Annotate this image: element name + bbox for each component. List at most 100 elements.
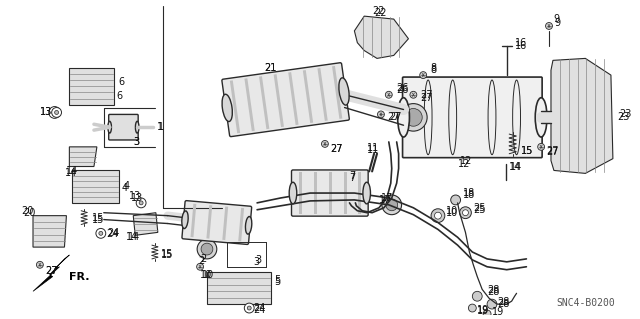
Text: 15: 15 — [520, 146, 533, 156]
Text: 20: 20 — [21, 206, 33, 216]
Ellipse shape — [96, 228, 106, 238]
Text: 1: 1 — [158, 122, 164, 132]
Text: 25: 25 — [474, 205, 486, 215]
FancyBboxPatch shape — [222, 63, 349, 137]
Ellipse shape — [52, 108, 61, 117]
Bar — [288, 72, 298, 125]
Text: 16: 16 — [515, 38, 527, 48]
Ellipse shape — [201, 243, 213, 255]
Text: 27: 27 — [330, 144, 342, 154]
Ellipse shape — [483, 310, 491, 318]
Text: 8: 8 — [430, 65, 436, 75]
Bar — [238, 208, 244, 241]
Text: 4: 4 — [124, 181, 129, 191]
Bar — [259, 76, 269, 129]
Text: 3: 3 — [133, 137, 140, 147]
Ellipse shape — [247, 306, 251, 310]
Ellipse shape — [244, 303, 254, 313]
Ellipse shape — [431, 209, 445, 223]
Text: 4: 4 — [122, 183, 127, 193]
Ellipse shape — [289, 182, 297, 204]
Ellipse shape — [378, 111, 385, 118]
Text: 16: 16 — [515, 41, 527, 51]
Ellipse shape — [49, 107, 61, 118]
Ellipse shape — [535, 98, 547, 137]
Bar — [207, 205, 212, 239]
Ellipse shape — [472, 291, 482, 301]
Text: 28: 28 — [487, 287, 499, 297]
Text: 15: 15 — [92, 215, 104, 225]
Text: 24: 24 — [107, 229, 119, 239]
Text: 24: 24 — [253, 305, 266, 315]
Ellipse shape — [321, 140, 328, 147]
Text: 27: 27 — [330, 144, 342, 154]
Ellipse shape — [420, 72, 427, 78]
Text: 12: 12 — [460, 156, 472, 166]
Ellipse shape — [463, 210, 468, 216]
Ellipse shape — [36, 261, 44, 268]
Text: FR.: FR. — [69, 271, 90, 282]
Bar — [358, 172, 362, 214]
Text: 27: 27 — [546, 147, 559, 157]
Text: 21: 21 — [264, 63, 276, 73]
Text: 20: 20 — [23, 208, 36, 218]
Text: 14: 14 — [65, 168, 77, 178]
Text: 27: 27 — [387, 112, 399, 122]
Bar — [329, 172, 332, 214]
Text: 27: 27 — [389, 112, 401, 122]
Text: 22: 22 — [372, 6, 385, 16]
Text: 19: 19 — [477, 305, 490, 315]
Ellipse shape — [385, 91, 392, 98]
Text: 15: 15 — [92, 213, 104, 223]
Text: 26: 26 — [397, 83, 409, 93]
Ellipse shape — [136, 121, 139, 133]
Text: 23: 23 — [617, 112, 629, 122]
Ellipse shape — [222, 94, 232, 122]
Bar — [191, 204, 196, 237]
Text: 9: 9 — [553, 14, 559, 24]
Polygon shape — [72, 170, 118, 203]
Text: 17: 17 — [379, 195, 391, 205]
Polygon shape — [69, 147, 97, 167]
Ellipse shape — [435, 212, 442, 219]
Text: 11: 11 — [367, 145, 380, 155]
Text: 19: 19 — [477, 306, 490, 316]
Bar — [344, 172, 346, 214]
Ellipse shape — [545, 23, 552, 29]
Text: 21: 21 — [264, 63, 276, 73]
Polygon shape — [207, 272, 271, 304]
Text: 2: 2 — [198, 256, 204, 266]
Text: 14: 14 — [509, 161, 521, 172]
Ellipse shape — [54, 110, 58, 115]
Text: 18: 18 — [463, 190, 475, 200]
Ellipse shape — [182, 211, 188, 229]
Bar — [300, 172, 302, 214]
Text: 11: 11 — [367, 143, 380, 153]
Text: 5: 5 — [274, 275, 280, 285]
Ellipse shape — [196, 263, 204, 270]
Bar — [244, 78, 255, 131]
Text: 5: 5 — [274, 277, 280, 286]
Text: 3: 3 — [253, 257, 259, 267]
Polygon shape — [69, 68, 113, 105]
Text: 1: 1 — [157, 122, 163, 132]
Ellipse shape — [139, 201, 143, 205]
FancyBboxPatch shape — [403, 77, 542, 158]
Text: 14: 14 — [509, 161, 522, 172]
Text: 28: 28 — [497, 297, 509, 307]
Text: 13: 13 — [129, 191, 141, 201]
Text: 2: 2 — [200, 254, 206, 264]
Text: 25: 25 — [474, 203, 486, 213]
Text: 13: 13 — [40, 108, 52, 117]
Bar — [222, 206, 228, 240]
Ellipse shape — [538, 144, 545, 150]
Text: 13: 13 — [131, 193, 143, 203]
Text: 23: 23 — [619, 109, 631, 119]
Text: 28: 28 — [487, 286, 499, 295]
Text: 13: 13 — [40, 108, 52, 117]
Bar — [317, 68, 328, 121]
Text: 10: 10 — [202, 270, 214, 280]
FancyBboxPatch shape — [109, 115, 138, 140]
Text: 6: 6 — [118, 77, 125, 87]
Text: 7: 7 — [349, 173, 356, 183]
